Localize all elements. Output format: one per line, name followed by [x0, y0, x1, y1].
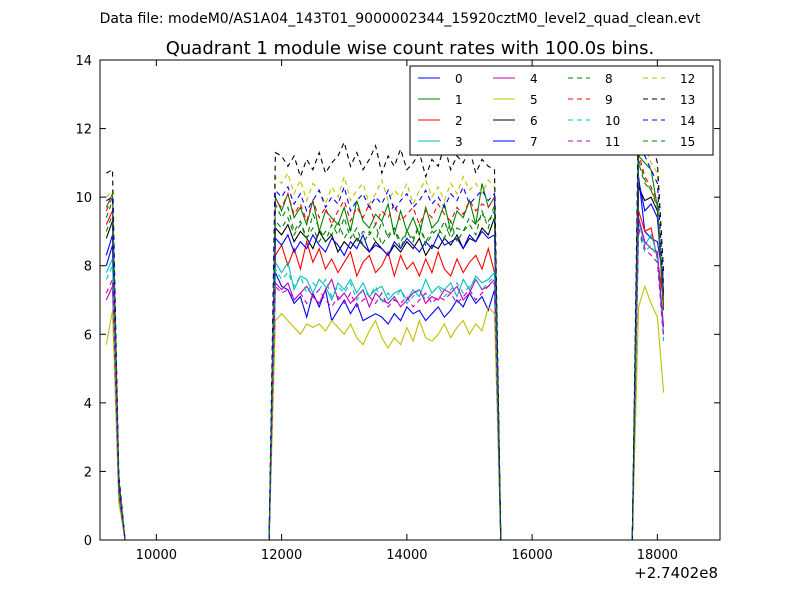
y-tick-label: 0: [84, 534, 92, 549]
series-line-0: [105, 176, 665, 540]
y-tick-label: 14: [75, 54, 92, 69]
series-line-3: [105, 220, 665, 540]
legend-label-15: 15: [680, 135, 695, 149]
series-line-10: [105, 231, 665, 540]
legend-label-13: 13: [680, 93, 695, 107]
series-line-4: [105, 217, 665, 540]
series-line-12: [105, 121, 665, 540]
legend-box: [409, 65, 714, 156]
series-line-13: [106, 97, 665, 540]
y-tick-label: 4: [84, 397, 92, 412]
legend-label-6: 6: [530, 114, 538, 128]
series-line-8: [105, 162, 665, 540]
legend-label-10: 10: [605, 114, 620, 128]
legend-label-12: 12: [680, 72, 695, 86]
legend-label-0: 0: [455, 72, 463, 86]
series-line-7: [105, 179, 665, 540]
legend-label-11: 11: [605, 135, 620, 149]
legend-label-3: 3: [455, 135, 463, 149]
axes-frame: [99, 59, 721, 541]
chart-title: Quadrant 1 module wise count rates with …: [166, 38, 655, 59]
legend-label-4: 4: [530, 72, 538, 86]
x-tick-label: 14000: [386, 548, 427, 563]
x-tick-label: 18000: [637, 548, 678, 563]
legend-label-8: 8: [605, 72, 613, 86]
y-tick-label: 8: [84, 260, 92, 275]
legend-label-7: 7: [530, 135, 538, 149]
y-tick-label: 10: [75, 191, 92, 206]
data-file-caption: Data file: modeM0/AS1A04_143T01_90000023…: [100, 11, 701, 27]
series-line-5: [105, 284, 665, 540]
y-tick-label: 12: [75, 123, 92, 138]
series-line-11: [105, 227, 665, 540]
series-line-2: [105, 210, 665, 540]
legend-label-1: 1: [455, 93, 463, 107]
series-line-6: [105, 186, 665, 540]
y-tick-label: 6: [84, 328, 92, 343]
plot-area: [105, 97, 665, 540]
legend-label-2: 2: [455, 114, 463, 128]
y-tick-label: 2: [84, 465, 92, 480]
series-line-14: [106, 128, 665, 540]
x-offset-label: +2.7402e8: [634, 564, 718, 582]
series-line-9: [105, 152, 665, 540]
x-tick-label: 12000: [261, 548, 302, 563]
legend-label-5: 5: [530, 93, 538, 107]
series-line-15: [105, 159, 665, 540]
x-axis: 10000 12000 14000 16000 18000: [136, 60, 678, 563]
legend-label-9: 9: [605, 93, 613, 107]
x-tick-label: 16000: [511, 548, 552, 563]
legend-label-14: 14: [680, 114, 695, 128]
x-tick-label: 10000: [136, 548, 177, 563]
